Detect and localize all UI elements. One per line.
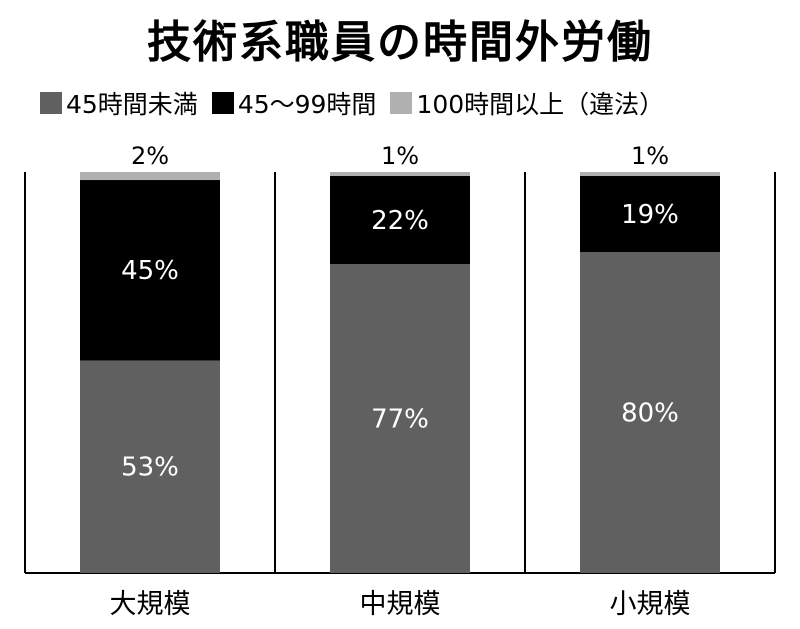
bar-segment-0-0 xyxy=(80,360,220,573)
x-tick-label-2: 小規模 xyxy=(610,589,691,620)
legend-item-under-45: 45時間未満 xyxy=(40,85,198,121)
data-label-1-2: 19% xyxy=(621,200,679,230)
bar-segment-0-2 xyxy=(580,252,720,573)
legend-swatch-45-99 xyxy=(211,92,234,114)
bar-segment-1-2 xyxy=(580,176,720,253)
x-tick-label-1: 中規模 xyxy=(360,589,441,620)
bar-segment-1-1 xyxy=(330,176,470,265)
bar-segment-1-0 xyxy=(80,180,220,361)
data-label-0-2: 80% xyxy=(621,399,679,429)
legend-item-45-99: 45～99時間 xyxy=(211,85,377,121)
data-label-1-1: 22% xyxy=(371,206,429,236)
legend-item-100-plus: 100時間以上（違法） xyxy=(390,85,664,121)
legend-swatch-under-45 xyxy=(40,92,62,114)
bar-segment-2-1 xyxy=(330,172,470,177)
legend-label-100-plus: 100時間以上（違法） xyxy=(416,90,665,119)
bar-segment-0-1 xyxy=(330,264,470,573)
legend-swatch-100-plus xyxy=(390,92,413,114)
legend-label-under-45: 45時間未満 xyxy=(66,90,198,119)
bar-segment-2-0 xyxy=(80,172,220,181)
data-label-0-0: 53% xyxy=(121,453,179,483)
data-label-top-2: 1% xyxy=(631,142,669,170)
legend: 45時間未満 45～99時間 100時間以上（違法） xyxy=(40,85,678,121)
data-label-0-1: 77% xyxy=(371,405,429,435)
data-label-top-1: 1% xyxy=(381,142,419,170)
chart-title: 技術系職員の時間外労働 xyxy=(147,17,653,68)
x-tick-label-0: 大規模 xyxy=(110,589,191,620)
data-label-top-0: 2% xyxy=(131,142,169,170)
bar-segment-2-2 xyxy=(580,172,720,177)
legend-label-45-99: 45～99時間 xyxy=(237,90,377,119)
data-label-1-0: 45% xyxy=(121,256,179,286)
